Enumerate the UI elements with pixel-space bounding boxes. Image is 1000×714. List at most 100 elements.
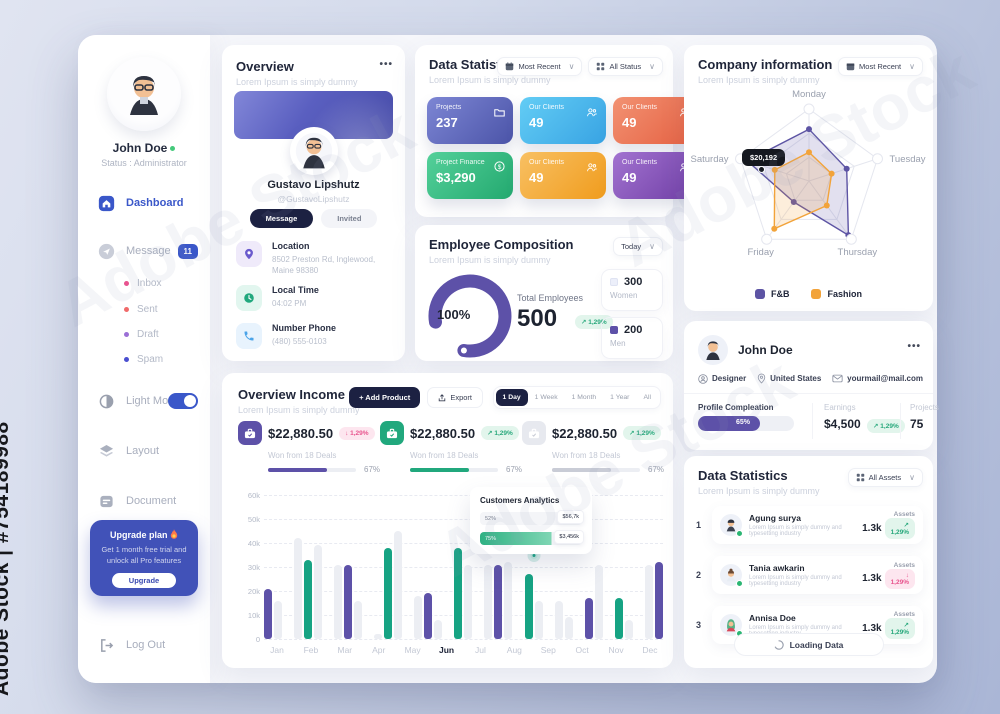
tab-1-day[interactable]: 1 Day bbox=[495, 389, 528, 406]
avatar[interactable] bbox=[107, 57, 181, 131]
profile-completion-progress: 65% bbox=[698, 416, 794, 431]
month-label-jan[interactable]: Jan bbox=[270, 645, 284, 655]
chevron-down-icon: ∨ bbox=[649, 62, 655, 71]
bar-group-jan[interactable] bbox=[264, 495, 282, 639]
tab-1-week[interactable]: 1 Week bbox=[534, 394, 558, 401]
online-dot bbox=[736, 530, 743, 537]
month-label-sep[interactable]: Sep bbox=[540, 645, 556, 655]
total-employees-value: 500 bbox=[517, 305, 558, 332]
earnings-block: Earnings $4,500 ↗ 1,29% bbox=[824, 403, 905, 433]
bar-group-jul[interactable] bbox=[484, 495, 513, 639]
month-label-oct[interactable]: Oct bbox=[575, 645, 589, 655]
women-stat-box: 300 Women bbox=[601, 269, 663, 311]
more-menu-icon[interactable]: ••• bbox=[379, 59, 393, 70]
bar-group-jun[interactable] bbox=[454, 495, 473, 639]
asset-row-1[interactable]: 1 Agung surya Lorem Ipsum is simply dumm… bbox=[696, 506, 923, 544]
briefcase-icon bbox=[238, 421, 262, 445]
most-recent-dropdown[interactable]: Most Recent ∨ bbox=[497, 57, 583, 76]
bar-group-feb[interactable] bbox=[294, 495, 323, 639]
light-mode-toggle[interactable] bbox=[168, 393, 198, 409]
assets-title: Data Statistics bbox=[698, 468, 788, 483]
month-label-nov[interactable]: Nov bbox=[608, 645, 624, 655]
logout-button[interactable]: Log Out bbox=[96, 635, 165, 655]
invited-button[interactable]: Invited bbox=[321, 209, 378, 228]
grid-icon bbox=[856, 473, 864, 482]
export-button[interactable]: Export bbox=[427, 387, 483, 408]
progress-bar bbox=[552, 467, 641, 472]
tab-1-month[interactable]: 1 Month bbox=[571, 394, 597, 401]
all-assets-dropdown[interactable]: All Assets ∨ bbox=[847, 468, 923, 487]
month-label-apr[interactable]: Apr bbox=[372, 645, 386, 655]
income-badge: ↗ 1,29% bbox=[481, 426, 519, 440]
month-label-jun[interactable]: Jun bbox=[438, 645, 455, 655]
upgrade-plan-text: Get 1 month free trial and unlock all Pro… bbox=[101, 545, 187, 566]
more-menu-icon[interactable]: ••• bbox=[907, 341, 921, 352]
overview-income-card: Overview Income Lorem Ipsum is simply du… bbox=[222, 373, 673, 668]
month-label-jul[interactable]: Jul bbox=[475, 645, 486, 655]
y-axis-label: 30k bbox=[247, 563, 260, 572]
sidebar-item-spam[interactable]: Spam bbox=[124, 354, 163, 365]
sidebar-item-layout[interactable]: Layout bbox=[96, 441, 159, 461]
folder-icon bbox=[494, 104, 505, 122]
stat-tile-clients-3[interactable]: Our Clients 49 bbox=[520, 152, 606, 199]
sidebar-item-document[interactable]: Document bbox=[96, 491, 176, 511]
sidebar-item-message[interactable]: Message 11 bbox=[96, 241, 210, 261]
today-dropdown[interactable]: Today ∨ bbox=[613, 237, 663, 256]
users-icon bbox=[586, 159, 598, 177]
briefcase-icon bbox=[380, 421, 405, 445]
bar-group-apr[interactable] bbox=[374, 495, 403, 639]
message-count-badge: 11 bbox=[177, 243, 198, 259]
bar-group-may[interactable] bbox=[414, 495, 443, 639]
income-badge: ↗ 1,29% bbox=[623, 426, 661, 440]
month-label-aug[interactable]: Aug bbox=[506, 645, 522, 655]
pin-outline-icon bbox=[757, 373, 766, 384]
bar-group-mar[interactable] bbox=[334, 495, 363, 639]
bar-group-oct[interactable] bbox=[584, 495, 603, 639]
loading-data-button[interactable]: Loading Data bbox=[733, 633, 884, 656]
all-status-dropdown[interactable]: All Status ∨ bbox=[588, 57, 663, 76]
data-statistics-title: Data Statistics bbox=[429, 57, 519, 72]
overview-subtitle: Lorem Ipsum is simply dummy bbox=[236, 77, 358, 87]
stat-tile-projects[interactable]: Projects 237 bbox=[427, 97, 513, 144]
bar-group-nov[interactable] bbox=[614, 495, 633, 639]
profile-avatar[interactable] bbox=[698, 335, 728, 365]
annisa-avatar bbox=[720, 614, 743, 637]
tooltip-row-2: 75% $3,456k bbox=[480, 530, 584, 545]
employee-subtitle: Lorem Ipsum is simply dummy bbox=[429, 255, 551, 265]
stat-tile-finance[interactable]: Project Finance $3,290 $ bbox=[427, 152, 513, 199]
upgrade-button[interactable]: Upgrade bbox=[112, 572, 176, 588]
asset-row-2[interactable]: 2 Tania awkarin Lorem Ipsum is simply du… bbox=[696, 556, 923, 594]
total-employees-label: Total Employees bbox=[517, 293, 584, 303]
profile-handle: @GustavoLipshutz bbox=[277, 194, 350, 204]
y-axis-label: 50k bbox=[247, 515, 260, 524]
message-button[interactable]: Message bbox=[249, 209, 314, 228]
bar-group-dec[interactable] bbox=[644, 495, 663, 639]
layers-icon bbox=[96, 441, 116, 461]
svg-text:Tuesday: Tuesday bbox=[889, 154, 925, 165]
sidebar-item-draft[interactable]: Draft bbox=[124, 329, 159, 340]
company-title: Company information bbox=[698, 57, 833, 72]
tab-all[interactable]: All bbox=[643, 394, 651, 401]
spinner-icon bbox=[774, 639, 784, 650]
briefcase-icon bbox=[522, 421, 547, 445]
add-product-button[interactable]: + Add Product bbox=[349, 387, 421, 408]
gustavo-avatar[interactable] bbox=[289, 127, 338, 175]
sidebar-item-inbox[interactable]: Inbox bbox=[124, 278, 161, 289]
company-most-recent-dropdown[interactable]: Most Recent ∨ bbox=[838, 57, 923, 76]
month-label-may[interactable]: May bbox=[404, 645, 421, 655]
tab-1-year[interactable]: 1 Year bbox=[610, 394, 630, 401]
men-swatch-icon bbox=[610, 326, 618, 334]
month-label-mar[interactable]: Mar bbox=[337, 645, 353, 655]
svg-text:Monday: Monday bbox=[792, 89, 826, 100]
users-icon bbox=[586, 104, 598, 122]
bar-group-sep[interactable] bbox=[554, 495, 573, 639]
men-stat-box: 200 Men bbox=[601, 317, 663, 359]
month-label-dec[interactable]: Dec bbox=[642, 645, 658, 655]
online-dot bbox=[736, 580, 743, 587]
logout-icon bbox=[96, 635, 116, 655]
month-label-feb[interactable]: Feb bbox=[303, 645, 319, 655]
sidebar-item-sent[interactable]: Sent bbox=[124, 304, 158, 315]
stat-tile-clients-1[interactable]: Our Clients 49 bbox=[520, 97, 606, 144]
chevron-down-icon: ∨ bbox=[649, 242, 655, 251]
sidebar-item-dashboard[interactable]: Dashboard bbox=[96, 193, 183, 213]
